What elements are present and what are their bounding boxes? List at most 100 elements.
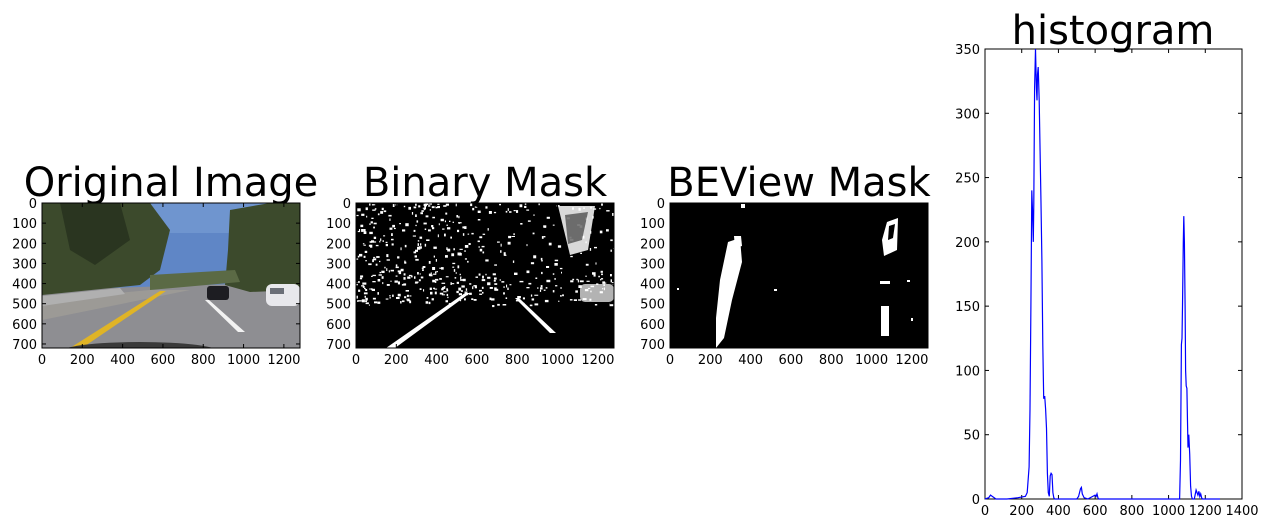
x-tick-label: 200 [384,353,409,368]
mask-speck [363,229,366,232]
mask-speck [493,279,496,282]
x-tick-label: 1000 [541,353,574,368]
mask-speck [610,249,612,252]
mask-speck [460,277,462,280]
bev-speck [774,289,777,291]
mask-speck [452,221,454,223]
mask-speck [570,255,573,258]
mask-speck [386,254,389,258]
mask-speck [371,275,373,277]
y-tick-label: 150 [955,300,980,315]
mask-speck [457,265,460,269]
mask-speck [403,273,406,276]
mask-speck [356,214,359,217]
mask-speck [415,203,417,206]
y-tick-label: 300 [640,257,665,272]
mask-speck [373,241,377,243]
mask-speck [373,222,377,225]
mask-speck [477,210,481,213]
mask-speck [595,262,597,265]
histogram-line [984,48,1220,500]
mask-speck [524,205,527,208]
mask-speck [404,296,407,299]
mask-speck [420,243,422,246]
mask-speck [417,243,419,246]
mask-speck [429,209,431,211]
mask-speck [502,304,507,306]
mask-speck [543,225,547,228]
mask-speck [494,264,497,266]
mask-speck [500,250,502,253]
mask-speck [400,301,402,304]
mask-speck [442,228,445,230]
mask-speck [357,255,360,258]
mask-speck [526,287,530,289]
mask-speck [434,291,437,295]
x-tick-label: 1200 [581,353,614,368]
mask-speck [364,250,368,253]
mask-speck [394,280,398,283]
mask-speck [366,215,368,218]
mask-speck [362,285,365,288]
mask-speck [445,203,449,206]
mask-speck [464,226,467,229]
mask-speck [532,232,535,235]
mask-speck [479,236,483,239]
mask-speck [365,302,369,305]
mask-speck [447,227,451,230]
mask-speck [357,208,361,212]
mask-speck [360,275,364,278]
mask-speck [569,299,573,301]
mask-speck [475,276,478,278]
mask-speck [519,280,524,283]
mask-speck [455,203,457,207]
mask-speck [464,298,466,301]
x-tick-label: 200 [1009,504,1034,519]
mask-speck [365,207,368,211]
mask-speck [356,258,359,260]
mask-speck [394,227,396,230]
left-lane-blob-top [734,236,742,248]
y-tick-label: 600 [12,318,37,333]
mask-speck [391,238,394,241]
mask-speck [423,203,427,206]
axes-frame [984,48,1243,500]
y-tick-label: 300 [955,107,980,122]
mask-speck [541,236,544,239]
bev-speck [741,204,745,208]
mask-speck [439,267,443,269]
mask-speck [592,272,596,275]
axes-frame [41,202,301,349]
y-tick-label: 0 [972,493,980,508]
mask-speck [444,233,446,237]
mask-speck [492,305,495,308]
mask-speck [514,272,518,275]
panel-histogram: histogram 0 200 400 600 800 1000 1200 1400 0 50 10… [955,8,1258,519]
mask-speck [382,240,384,242]
mask-speck [452,262,456,265]
mask-speck [459,273,461,276]
mask-speck [428,301,431,305]
mask-speck [534,303,539,306]
mask-right-lane-line [515,298,556,333]
mask-speck [422,207,426,209]
bev-speck [907,280,910,282]
mask-speck [513,233,515,236]
axes-ticks: 0 200 400 600 800 1000 1200 0 100 200 300 400 500 600… [326,197,614,368]
mask-speck [414,282,418,284]
mask-speck [419,236,423,239]
mask-speck [373,256,376,258]
y-tick-label: 700 [640,338,665,353]
mask-speck [415,258,419,261]
mask-speck [439,292,444,295]
mask-speck [474,286,477,289]
mask-speck [414,255,417,258]
mask-speck [377,292,379,295]
mask-speck [560,295,562,297]
mask-speck [548,242,552,246]
mask-speck [405,223,409,227]
mask-speck [371,240,375,243]
mask-speck [432,267,436,270]
panel-title: Original Image [24,160,319,206]
mask-speck [467,260,469,263]
